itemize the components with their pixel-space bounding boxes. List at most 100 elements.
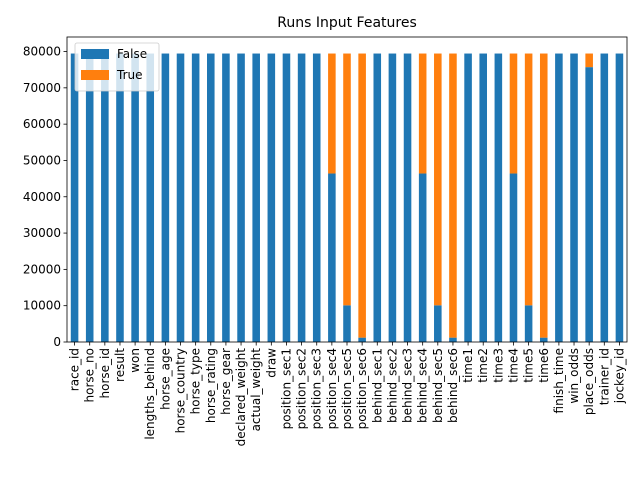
x-tick-label: jockey_id [612,348,626,404]
x-tick-label: position_sec2 [295,348,309,429]
bar-false-behind-sec6 [449,337,457,342]
bar-false-behind-sec4 [418,173,427,342]
bar-false-declared-weight [237,53,245,342]
x-tick-label: behind_sec3 [401,348,415,423]
y-axis-ticks: 0 10000 20000 30000 40000 50000 60000 70000 8000… [23,45,67,349]
bar-false-time1 [464,53,472,342]
bar-false-time4 [509,173,518,342]
x-tick-label: horse_no [83,348,97,402]
bar-false-behind-sec5 [434,305,442,342]
bar-false-draw [267,53,276,342]
legend-label-true: True [116,68,143,82]
x-tick-label: lengths_behind [143,348,157,440]
y-tick-label: 80000 [23,45,61,59]
bar-false-horse-no [85,53,94,342]
x-tick-label: time1 [461,348,475,383]
y-tick-label: 40000 [23,190,61,204]
bar-false-position-sec6 [358,337,366,342]
x-tick-label: race_id [68,348,82,391]
bar-false-time3 [494,53,503,342]
x-tick-label: place_odds [582,348,596,415]
y-tick-label: 20000 [23,262,61,276]
x-tick-label: time3 [491,348,505,383]
bars-group [70,53,624,342]
bar-false-horse-type [191,53,200,342]
bar-true-position-sec4 [328,53,336,174]
x-tick-label: behind_sec2 [385,348,399,423]
x-tick-label: finish_time [552,348,566,413]
bar-true-time4 [509,53,518,174]
bar-true-time6 [539,53,548,338]
x-tick-label: horse_gear [219,348,233,415]
bar-false-trainer-id [600,53,609,342]
x-tick-label: win_odds [567,348,581,404]
x-tick-label: position_sec6 [355,348,369,429]
legend-swatch-false [81,49,109,59]
x-tick-label: horse_country [174,348,188,433]
bar-false-result [116,53,124,342]
bar-false-win-odds [570,53,578,342]
x-axis-ticks: race_id horse_no horse_id result won lengths_… [68,342,626,447]
bar-false-actual-weight [252,53,260,342]
x-tick-label: position_sec3 [310,348,324,429]
bar-true-position-sec5 [343,53,351,306]
x-tick-label: result [113,348,127,382]
bar-false-horse-country [176,53,185,342]
x-tick-label: position_sec1 [279,348,293,429]
x-tick-label: trainer_id [597,348,611,405]
x-tick-label: actual_weight [249,348,263,432]
x-tick-label: behind_sec1 [370,348,384,423]
bar-false-position-sec2 [297,53,306,342]
legend-swatch-true [81,70,109,80]
x-tick-label: horse_type [189,348,203,414]
bar-false-behind-sec2 [388,53,397,342]
bar-false-horse-gear [222,53,230,342]
y-tick-label: 0 [53,335,61,349]
y-tick-label: 10000 [23,299,61,313]
chart-title: Runs Input Features [277,15,417,31]
x-tick-label: horse_rating [204,348,218,423]
x-tick-label: position_sec4 [325,348,339,429]
bar-false-behind-sec3 [403,53,412,342]
y-tick-label: 70000 [23,81,61,95]
bar-true-behind-sec6 [449,53,457,338]
bar-false-position-sec5 [343,305,351,342]
bar-false-won [131,53,139,342]
x-tick-label: time4 [506,348,520,383]
bar-true-time5 [524,53,533,306]
x-tick-label: behind_sec6 [446,348,460,423]
bar-false-race-id [70,53,79,342]
y-tick-label: 60000 [23,117,61,131]
bar-false-horse-rating [207,53,215,342]
x-tick-label: time6 [537,348,551,383]
bar-false-position-sec4 [328,173,336,342]
bar-false-time2 [479,53,487,342]
bar-false-place-odds [585,67,593,342]
x-tick-label: behind_sec4 [416,348,430,423]
x-tick-label: position_sec5 [340,348,354,429]
bar-false-lengths-behind [146,53,155,342]
bar-true-position-sec6 [358,53,366,338]
x-tick-label: time5 [522,348,536,383]
bar-false-time5 [524,305,533,342]
x-tick-label: behind_sec5 [431,348,445,423]
bar-false-position-sec1 [282,53,291,342]
bar-true-behind-sec5 [434,53,442,306]
bar-true-place-odds [585,53,593,68]
bar-true-behind-sec4 [418,53,427,174]
bar-false-horse-id [101,53,109,342]
y-tick-label: 50000 [23,153,61,167]
bar-false-time6 [539,337,548,342]
x-tick-label: declared_weight [234,348,248,447]
x-tick-label: time2 [476,348,490,383]
x-tick-label: won [128,348,142,373]
legend: False True [74,42,160,92]
bar-false-position-sec3 [312,53,321,342]
x-tick-label: horse_age [158,348,172,410]
y-tick-label: 30000 [23,226,61,240]
x-tick-label: horse_id [98,348,112,398]
bar-false-finish-time [555,53,563,342]
x-tick-label: draw [264,348,278,378]
